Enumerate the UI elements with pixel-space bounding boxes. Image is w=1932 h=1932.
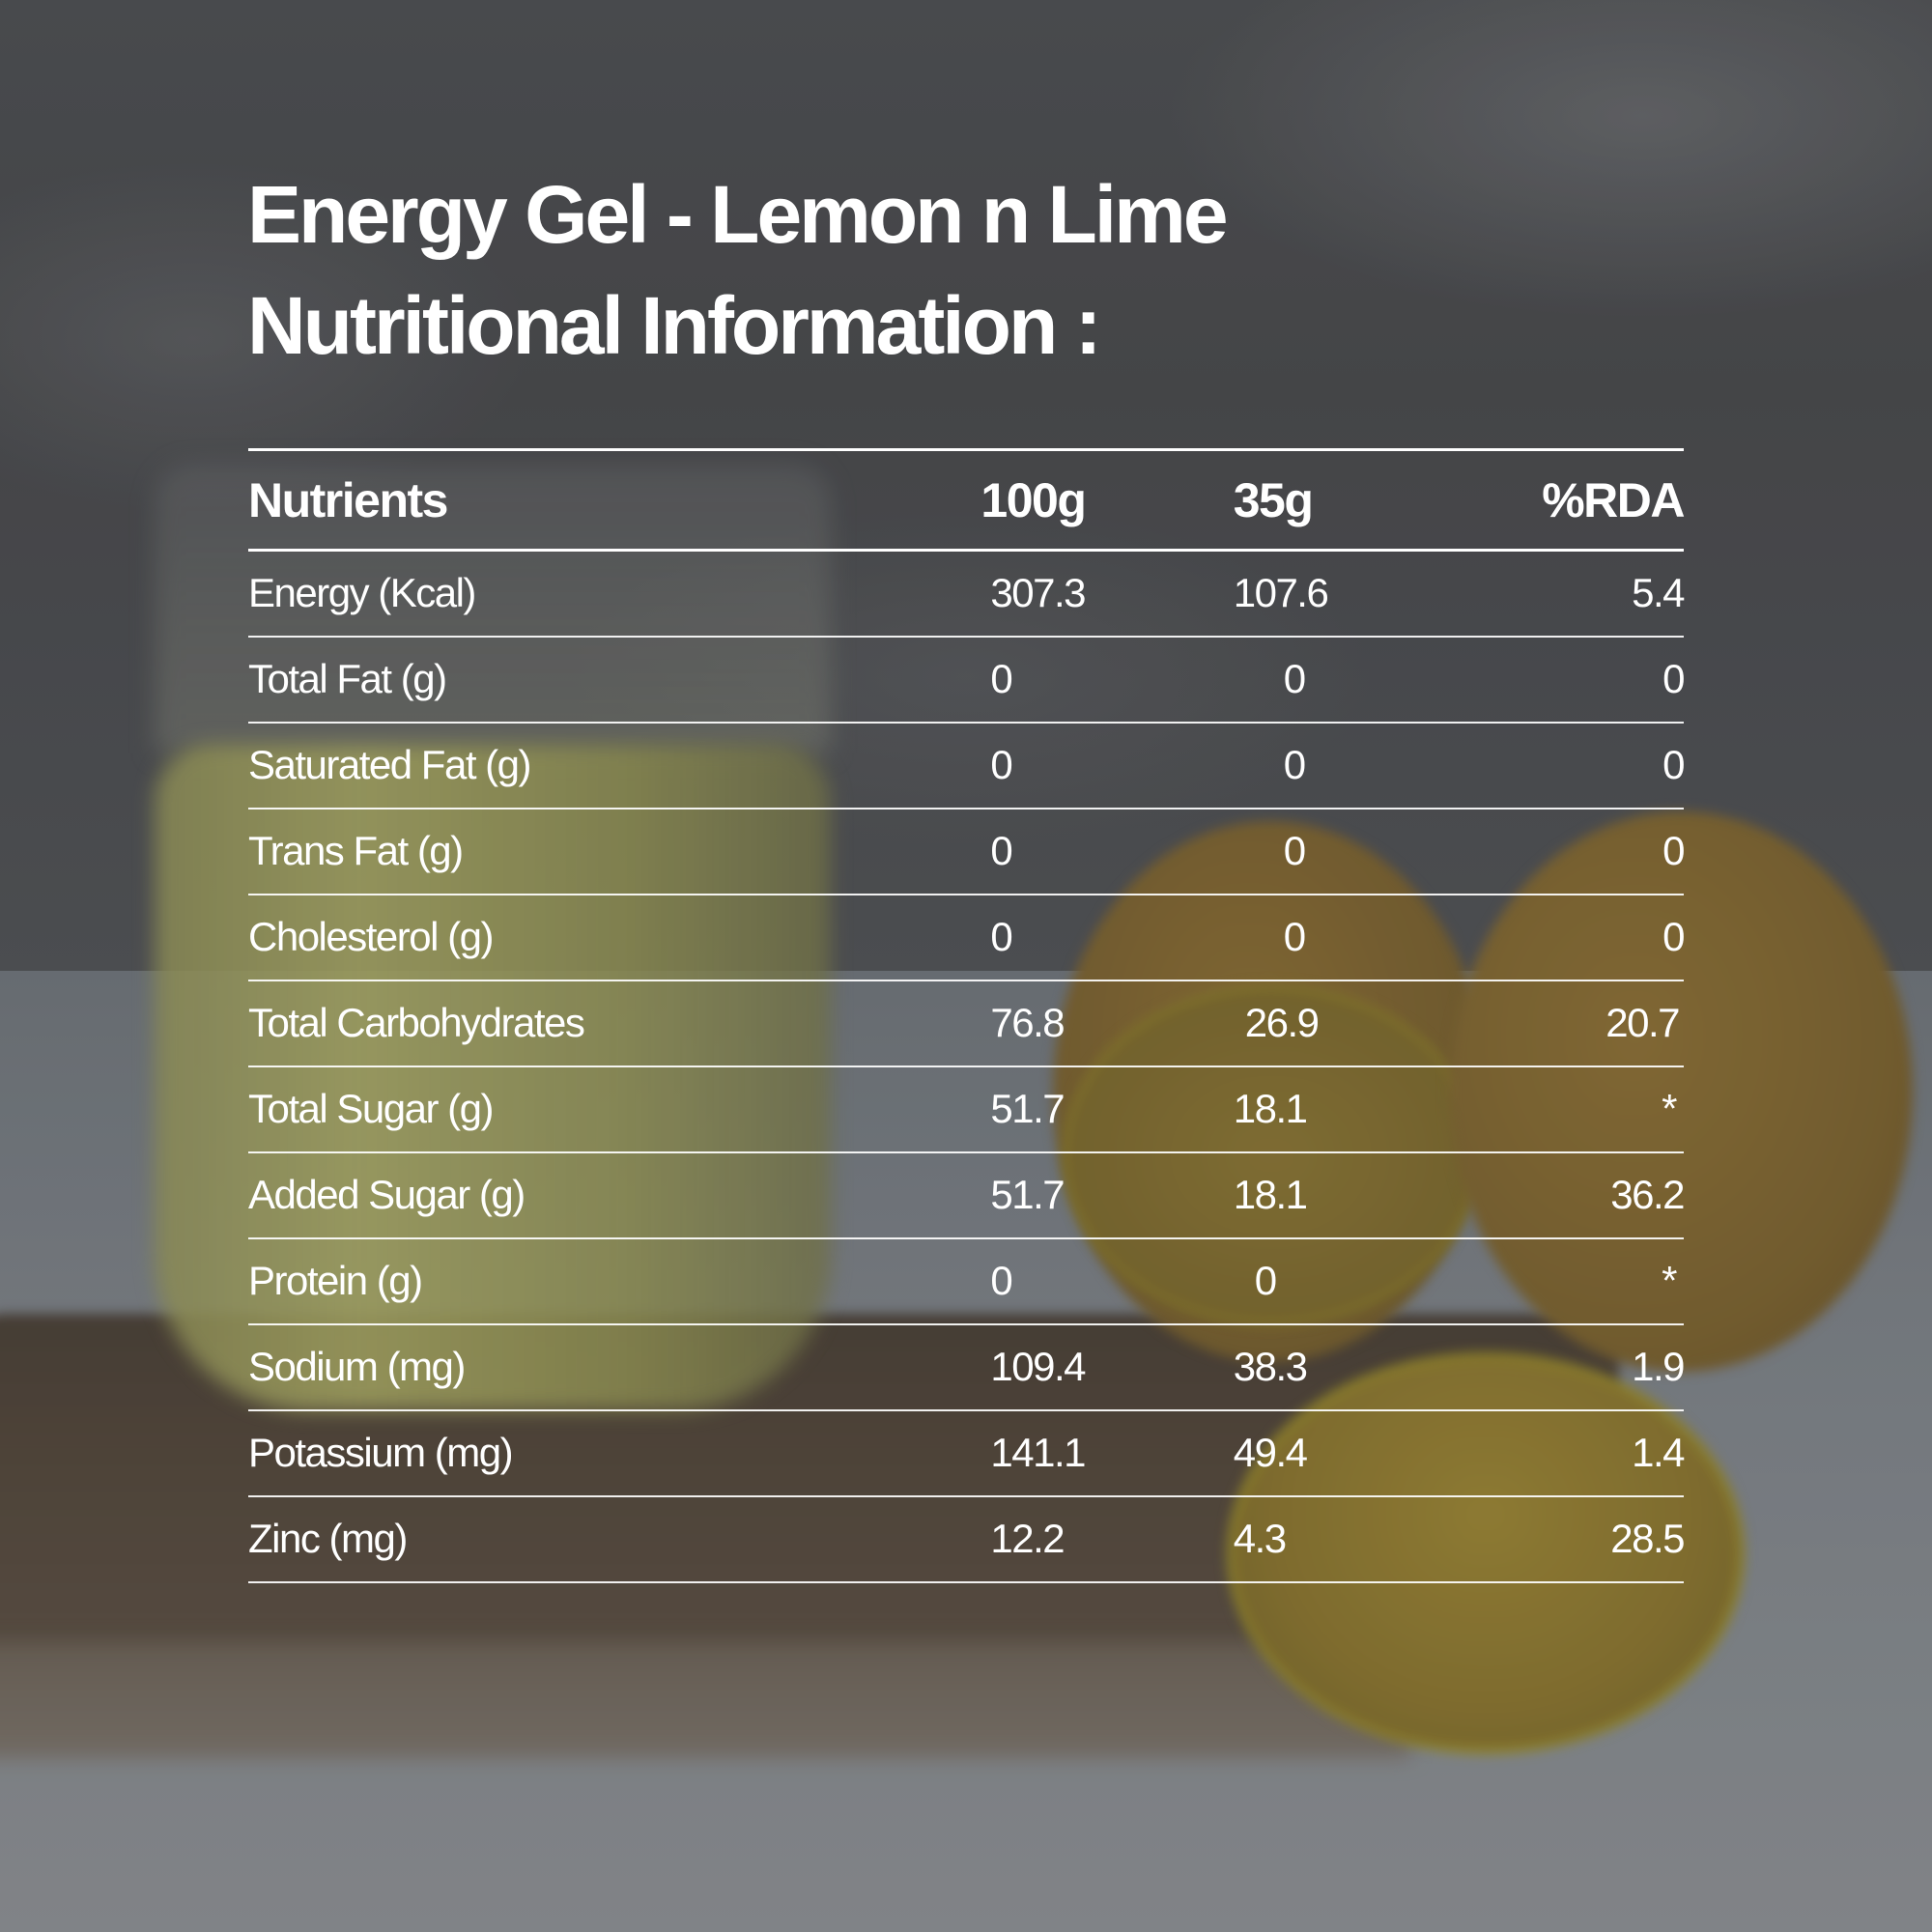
header-rda: %RDA — [1542, 472, 1685, 527]
header-nutrients: Nutrients — [248, 472, 448, 527]
header-row: Nutrients 100g 35g %RDA — [248, 450, 1686, 551]
value-per-100g: 109.4 — [990, 1344, 1086, 1389]
value-per-100g: 307.3 — [990, 570, 1086, 616]
nutrient-name: Added Sugar (g) — [248, 1172, 526, 1217]
table-row-total-fat: Total Fat (g) 0 0 0 — [248, 637, 1686, 723]
table-row-potassium: Potassium (mg) 141.1 49.4 1.4 — [248, 1410, 1686, 1496]
value-rda: * — [1662, 1258, 1677, 1303]
background-lemon-half-front — [1227, 1352, 1745, 1754]
value-per-35g: 0 — [1283, 914, 1306, 959]
value-rda: 28.5 — [1610, 1516, 1685, 1561]
nutrient-name: Trans Fat (g) — [248, 828, 464, 873]
nutrient-name: Cholesterol (g) — [248, 914, 494, 959]
background-glass-rim — [155, 464, 831, 753]
nutrition-table-header: Nutrients 100g 35g %RDA — [248, 450, 1686, 551]
value-per-35g: 4.3 — [1233, 1516, 1287, 1561]
value-per-100g: 0 — [990, 1258, 1012, 1303]
title-product-name: Energy Gel - Lemon n Lime — [247, 169, 1229, 260]
table-row-total-sugar: Total Sugar (g) 51.7 18.1 * — [248, 1066, 1684, 1152]
value-per-35g: 26.9 — [1244, 1000, 1320, 1045]
header-per-100g: 100g — [980, 472, 1086, 527]
value-rda: 0 — [1662, 742, 1685, 787]
table-row-cholesterol: Cholesterol (g) 0 0 0 — [248, 895, 1686, 980]
nutrient-name: Potassium (mg) — [248, 1430, 514, 1475]
value-rda: 36.2 — [1610, 1172, 1685, 1217]
table-row-total-carbohydrates: Total Carbohydrates 76.8 26.9 20.7 — [248, 980, 1684, 1066]
value-rda: 5.4 — [1632, 570, 1685, 616]
background-lemonade-glass — [155, 744, 831, 1410]
value-per-35g: 38.3 — [1233, 1344, 1308, 1389]
value-per-35g: 0 — [1283, 742, 1306, 787]
value-per-35g: 0 — [1283, 656, 1306, 701]
value-per-100g: 0 — [990, 742, 1012, 787]
value-per-100g: 12.2 — [990, 1516, 1065, 1561]
value-per-100g: 51.7 — [990, 1086, 1065, 1131]
nutrient-name: Sodium (mg) — [248, 1344, 466, 1389]
value-per-100g: 0 — [990, 828, 1012, 873]
value-per-100g: 51.7 — [990, 1172, 1065, 1217]
table-row-saturated-fat: Saturated Fat (g) 0 0 0 — [248, 723, 1686, 809]
value-rda: * — [1662, 1086, 1677, 1131]
table-row-sodium: Sodium (mg) 109.4 38.3 1.9 — [248, 1324, 1686, 1410]
value-per-35g: 49.4 — [1233, 1430, 1308, 1475]
value-per-35g: 107.6 — [1233, 570, 1329, 616]
nutrient-name: Saturated Fat (g) — [248, 742, 531, 787]
value-per-100g: 0 — [990, 656, 1012, 701]
title-subtitle: Nutritional Information : — [247, 280, 1102, 371]
table-row-added-sugar: Added Sugar (g) 51.7 18.1 36.2 — [248, 1152, 1686, 1238]
nutrient-name: Protein (g) — [248, 1258, 423, 1303]
background-board-edge — [0, 1642, 1410, 1758]
nutrition-table-body: Energy (Kcal) 307.3 107.6 5.4 Total Fat … — [248, 551, 1686, 1582]
value-rda: 0 — [1662, 914, 1685, 959]
value-rda: 1.9 — [1632, 1344, 1685, 1389]
background-lemon-right — [1449, 811, 1913, 1372]
table-row-trans-fat: Trans Fat (g) 0 0 0 — [248, 809, 1686, 895]
value-per-100g: 141.1 — [990, 1430, 1086, 1475]
value-per-100g: 76.8 — [990, 1000, 1065, 1045]
nutrient-name: Zinc (mg) — [248, 1516, 408, 1561]
value-rda: 1.4 — [1632, 1430, 1685, 1475]
table-row-energy: Energy (Kcal) 307.3 107.6 5.4 — [248, 551, 1686, 637]
value-rda: 20.7 — [1605, 1000, 1680, 1045]
nutrient-name: Total Fat (g) — [248, 656, 447, 701]
value-per-35g: 0 — [1254, 1258, 1277, 1303]
table-row-protein: Protein (g) 0 0 * — [248, 1238, 1684, 1324]
value-per-35g: 18.1 — [1233, 1172, 1308, 1217]
value-rda: 0 — [1662, 656, 1685, 701]
nutrient-name: Total Sugar (g) — [248, 1086, 494, 1131]
value-per-35g: 18.1 — [1233, 1086, 1308, 1131]
header-per-35g: 35g — [1233, 472, 1314, 527]
nutrient-name: Energy (Kcal) — [248, 570, 476, 616]
nutrient-name: Total Carbohydrates — [248, 1000, 585, 1045]
page-title: Energy Gel - Lemon n Lime Nutritional In… — [247, 159, 1229, 382]
value-per-35g: 0 — [1283, 828, 1306, 873]
value-rda: 0 — [1662, 828, 1685, 873]
table-row-zinc: Zinc (mg) 12.2 4.3 28.5 — [248, 1496, 1686, 1582]
value-per-100g: 0 — [990, 914, 1012, 959]
nutrition-table: Nutrients 100g 35g %RDA Energy (Kcal) 30… — [248, 448, 1686, 1583]
